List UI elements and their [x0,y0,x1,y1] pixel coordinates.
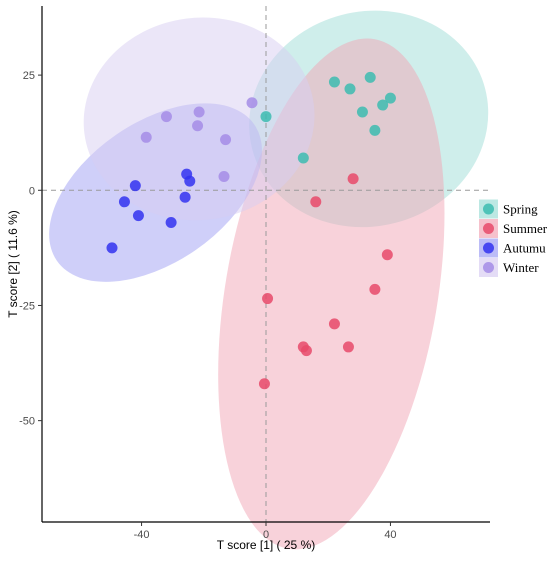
y-tick-label: -25 [19,300,35,312]
reference-lines [42,6,490,522]
legend-label-winter: Winter [503,260,539,275]
point-spring [384,92,396,104]
point-winter [220,134,232,146]
point-summer [258,378,270,390]
y-tick-label: 0 [29,185,35,197]
point-spring [364,71,376,83]
point-winter [218,170,230,182]
point-winter [140,131,152,143]
x-tick-label: 40 [384,529,396,541]
point-summer [347,173,359,185]
legend-marker-winter [483,262,494,273]
ellipse-winter [83,17,315,221]
legend-label-spring: Spring [503,202,538,217]
point-autumu [106,242,118,254]
point-spring [344,83,356,95]
point-autumu [179,191,191,203]
point-spring [377,99,389,111]
legend-marker-summer [483,223,494,234]
point-summer [369,283,381,295]
point-spring [297,152,309,164]
axes: -40 0 40 25 0 -25 -50 [19,6,490,541]
point-summer [342,341,354,353]
point-autumu [165,217,177,229]
legend-marker-autumu [483,242,494,254]
legend: Spring Summer Autumu Winter [479,199,548,277]
point-autumu [129,180,141,192]
point-winter [160,111,172,123]
legend-label-autumu: Autumu [503,241,546,256]
point-spring [356,106,368,118]
legend-marker-spring [483,203,494,215]
point-spring [260,111,272,123]
point-autumu [132,210,144,222]
point-summer [381,249,393,261]
point-spring [369,124,381,136]
point-winter [193,106,205,118]
confidence-ellipses [49,10,489,550]
y-tick-label: -50 [19,416,35,428]
point-winter [192,120,204,132]
point-summer [310,196,322,208]
point-winter [246,97,258,109]
point-autumu [184,175,196,187]
point-summer [328,318,340,330]
point-summer [262,293,274,305]
point-summer [300,345,312,357]
x-tick-label: 0 [263,529,269,541]
data-points [106,71,396,390]
point-spring [328,76,340,88]
point-autumu [118,196,130,208]
x-axis-title: T score [1] ( 25 %) [217,538,315,552]
legend-label-summer: Summer [503,221,548,236]
x-tick-label: -40 [134,529,150,541]
y-axis-title: T score [2] ( 11.6 %) [6,210,20,318]
y-tick-label: 25 [23,70,35,82]
